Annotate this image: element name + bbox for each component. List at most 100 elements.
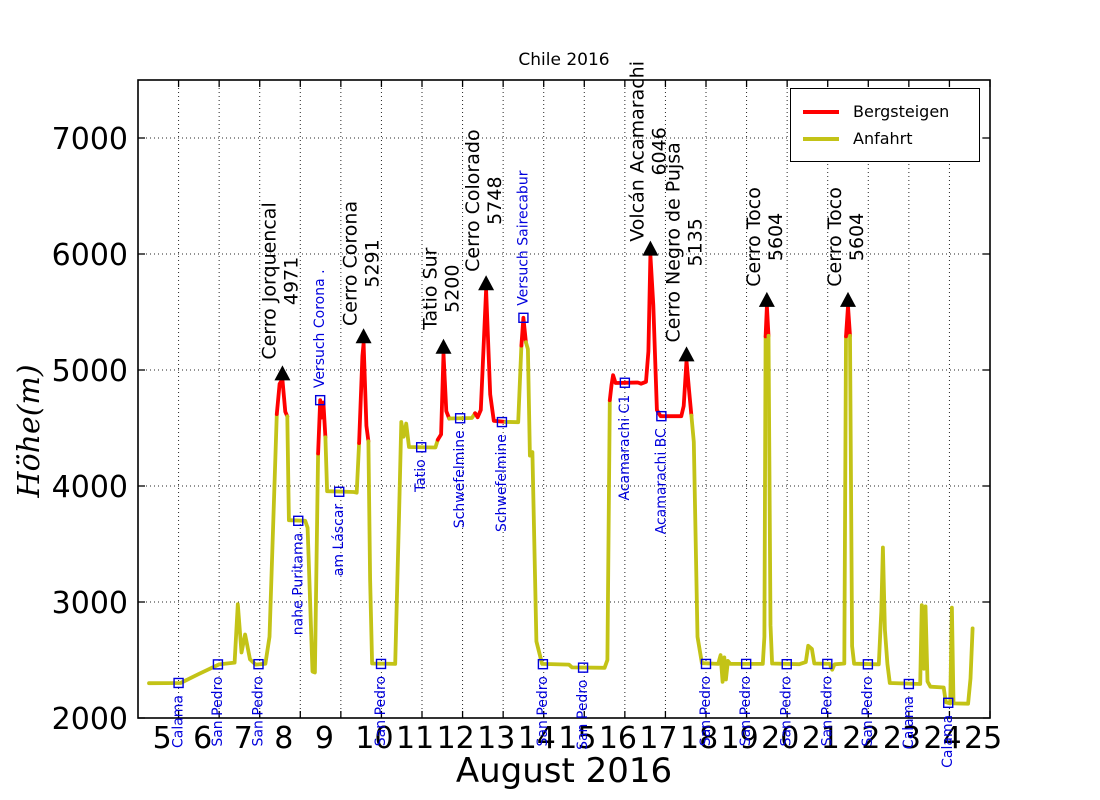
bergsteigen-line-segment — [357, 341, 371, 446]
x-tick-label: 13 — [477, 721, 515, 756]
bergsteigen-line-segment — [844, 304, 852, 339]
anfahrt-line-segment — [524, 340, 612, 670]
x-tick-label: 9 — [315, 721, 334, 756]
x-tick-label: 15 — [558, 721, 596, 756]
waypoint-marker — [656, 410, 667, 422]
waypoint-label: San Pedro — [860, 676, 876, 746]
x-tick-label: 12 — [437, 721, 475, 756]
legend-item-anfahrt: Anfahrt — [803, 125, 969, 152]
anfahrt-line-segment — [848, 333, 975, 706]
x-tick-label: 23 — [883, 721, 921, 756]
x-tick-label: 10 — [355, 721, 393, 756]
waypoint-marker — [253, 658, 264, 670]
peak-name: Cerro Colorado — [462, 129, 484, 271]
anfahrt-line-segment — [503, 343, 524, 425]
peak-elevation: 5604 — [846, 213, 868, 261]
waypoint-marker — [781, 658, 792, 670]
waypoint-label: San Pedro — [210, 676, 226, 746]
bergsteigen-line-segment — [274, 377, 290, 419]
waypoint-label: San Pedro — [779, 676, 795, 746]
waypoint-label: San Pedro — [738, 676, 754, 746]
waypoint-label: nahe Puritama — [290, 533, 306, 635]
x-tick-label: 8 — [274, 721, 293, 756]
peak-arrow-icon — [840, 291, 856, 307]
waypoint-marker — [619, 377, 631, 388]
legend-label: Anfahrt — [853, 129, 913, 148]
waypoint-label: Tatio — [413, 459, 429, 493]
peak-name: Volcán Acamarachi — [626, 61, 648, 242]
waypoint-marker — [375, 658, 387, 670]
peak-name: Cerro Jorquencal — [258, 202, 280, 359]
waypoint-label: San Pedro — [535, 676, 551, 746]
peak-name: Cerro Negro de Pujsa — [663, 142, 685, 342]
waypoint-label: San Pedro — [250, 676, 266, 746]
x-tick-label: 20 — [761, 721, 799, 756]
x-tick-label: 16 — [599, 721, 637, 756]
waypoint-label: Acamarachi C1 — [617, 395, 633, 501]
y-tick-label: 6000 — [52, 238, 128, 273]
waypoint-label: San Pedro — [819, 676, 835, 746]
waypoint-marker — [537, 658, 549, 670]
waypoint-label: Acamarachi BC — [653, 428, 669, 534]
waypoint-marker — [740, 658, 752, 670]
waypoint-label: am Láscar — [331, 504, 347, 577]
y-axis-label: Höhe(m) — [12, 364, 47, 498]
bergsteigen-line-sample — [803, 109, 839, 114]
anfahrt-line-sample — [803, 136, 839, 141]
peak-name: Cerro Toco — [824, 187, 846, 287]
waypoint-label: Schwefelmine — [452, 430, 468, 528]
peak-name: Cerro Toco — [743, 187, 765, 287]
peak-elevation: 5291 — [362, 239, 384, 287]
x-tick-label: 25 — [964, 721, 1002, 756]
legend-label: Bergsteigen — [853, 102, 950, 121]
y-tick-label: 5000 — [52, 354, 128, 389]
y-tick-label: 2000 — [52, 702, 128, 737]
bergsteigen-line-segment — [763, 304, 771, 339]
waypoint-marker — [415, 442, 427, 453]
waypoint-label: San Pedro — [575, 680, 591, 750]
x-tick-label: 6 — [193, 721, 212, 756]
waypoint-marker — [518, 312, 529, 323]
waypoint-marker — [212, 659, 224, 670]
peak-arrow-icon — [435, 338, 452, 354]
x-tick-label: 11 — [396, 721, 434, 756]
anfahrt-line-segment — [689, 334, 768, 684]
x-tick-label: 22 — [842, 721, 880, 756]
legend: Bergsteigen Anfahrt — [790, 88, 980, 162]
waypoint-marker — [822, 658, 833, 670]
waypoint-marker — [293, 515, 304, 526]
peak-arrow-icon — [355, 328, 372, 344]
peak-name: Tatio Sur — [420, 247, 442, 331]
peak-elevation: 5748 — [484, 176, 506, 224]
bergsteigen-line-segment — [316, 398, 328, 456]
peak-arrow-icon — [642, 240, 659, 256]
waypoint-label: Versuch Sairecabur — [515, 170, 531, 306]
waypoint-label: San Pedro — [373, 676, 389, 746]
bergsteigen-line-segment — [473, 288, 508, 424]
anfahrt-line-segment — [323, 435, 362, 495]
waypoint-marker — [334, 486, 345, 497]
peak-arrow-icon — [478, 275, 495, 291]
anfahrt-line-segment — [766, 333, 848, 672]
y-tick-label: 4000 — [52, 470, 128, 505]
peak-elevation: 5200 — [442, 265, 464, 313]
x-tick-label: 21 — [802, 721, 840, 756]
waypoint-label: San Pedro — [698, 676, 714, 746]
x-tick-label: 18 — [680, 721, 718, 756]
peak-name: Cerro Corona — [340, 201, 362, 326]
waypoint-label: Calama — [940, 715, 956, 768]
bergsteigen-line-segment — [435, 351, 452, 442]
y-tick-label: 7000 — [52, 122, 128, 157]
peak-arrow-icon — [758, 291, 775, 307]
x-tick-label: 7 — [234, 721, 253, 756]
y-tick-label: 3000 — [52, 586, 128, 621]
legend-item-bergsteigen: Bergsteigen — [803, 98, 969, 125]
x-tick-label: 24 — [923, 721, 961, 756]
waypoint-marker — [454, 413, 466, 424]
anfahrt-line-segment — [147, 412, 279, 686]
x-axis-label: August 2016 — [455, 751, 673, 791]
waypoint-marker — [173, 677, 184, 689]
peak-elevation: 4971 — [280, 257, 302, 305]
peak-arrow-icon — [274, 365, 291, 381]
